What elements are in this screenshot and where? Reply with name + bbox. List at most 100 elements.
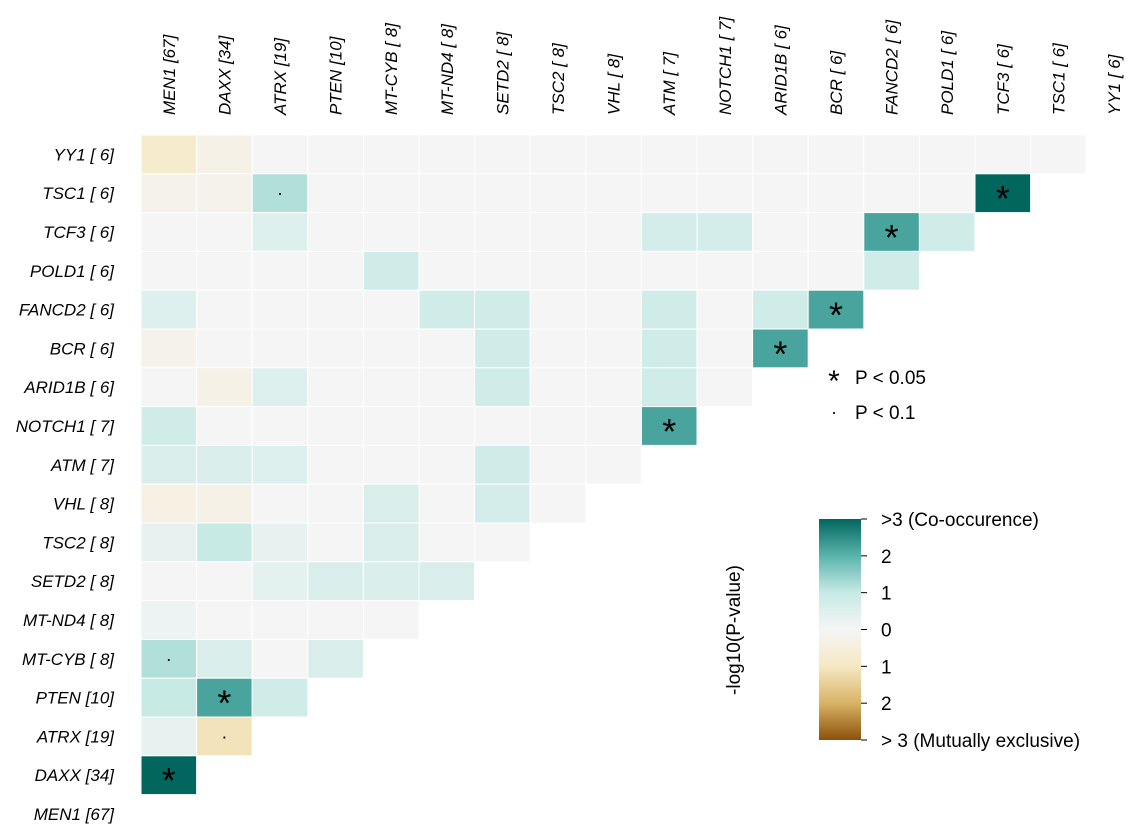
column-label: FANCD2 [ 6] bbox=[883, 19, 902, 115]
heatmap-cell bbox=[752, 173, 809, 214]
heatmap-cell bbox=[140, 289, 198, 330]
heatmap-cell bbox=[418, 134, 476, 175]
column-label: POLD1 [ 6] bbox=[938, 30, 957, 115]
heatmap-cell bbox=[585, 328, 642, 369]
heatmap-cell bbox=[362, 134, 420, 175]
row-label: SETD2 [ 8] bbox=[31, 572, 115, 591]
legend-dot-symbol: · bbox=[831, 402, 837, 422]
heatmap-cell bbox=[307, 406, 364, 446]
heatmap-cell bbox=[362, 328, 420, 369]
heatmap-cell bbox=[696, 212, 754, 252]
heatmap-cell bbox=[307, 212, 364, 252]
heatmap-cell bbox=[251, 134, 309, 175]
heatmap-cell bbox=[251, 677, 309, 718]
heatmap-cell bbox=[752, 212, 809, 252]
heatmap-cell bbox=[140, 677, 198, 718]
heatmap-cell bbox=[529, 250, 587, 291]
heatmap-cell bbox=[529, 289, 587, 330]
heatmap-cell bbox=[251, 367, 309, 408]
heatmap-cell bbox=[640, 134, 698, 175]
colorbar: >3 (Co-occurence) 2 1 0 1 2 > 3 (Mutually excl… bbox=[724, 510, 1080, 752]
heatmap-cell bbox=[863, 134, 920, 175]
heatmap-cell bbox=[474, 444, 531, 485]
heatmap-cell bbox=[863, 173, 920, 214]
heatmap-cell bbox=[196, 367, 253, 408]
heatmap-cell bbox=[140, 444, 198, 485]
significance-star: * bbox=[996, 178, 1010, 219]
heatmap-cell bbox=[474, 250, 531, 291]
heatmap-cell bbox=[307, 328, 364, 369]
row-label: PTEN [10] bbox=[36, 689, 116, 708]
heatmap-cell bbox=[251, 600, 309, 640]
column-label: TSC2 [ 8] bbox=[549, 42, 568, 115]
heatmap-cell bbox=[196, 444, 253, 485]
heatmap-cell bbox=[418, 212, 476, 252]
heatmap-cell bbox=[196, 483, 253, 524]
heatmap-cell bbox=[362, 367, 420, 408]
row-label: DAXX [34] bbox=[35, 766, 116, 785]
heatmap-cell bbox=[140, 600, 198, 640]
colorbar-tick-label: 2 bbox=[881, 694, 892, 715]
significance-dot: · bbox=[277, 183, 283, 203]
row-labels: YY1 [ 6] TSC1 [ 6] TCF3 [ 6] POLD1 [ 6] FANC… bbox=[16, 145, 116, 824]
heatmap-cell bbox=[362, 250, 420, 291]
heatmap-cell bbox=[752, 289, 809, 330]
heatmap-cell bbox=[529, 212, 587, 252]
heatmap-cell bbox=[529, 173, 587, 214]
heatmap-cell bbox=[640, 250, 698, 291]
significance-legend: * P < 0.05 · P < 0.1 bbox=[828, 365, 926, 424]
heatmap-cell bbox=[307, 250, 364, 291]
heatmap-cell bbox=[418, 289, 476, 330]
significance-star: * bbox=[662, 411, 676, 452]
heatmap-cell bbox=[1030, 134, 1087, 175]
column-label: NOTCH1 [ 7] bbox=[716, 15, 735, 115]
heatmap-cell bbox=[251, 289, 309, 330]
heatmap-cell bbox=[807, 134, 865, 175]
heatmap-cell bbox=[196, 561, 253, 602]
heatmap-cell bbox=[807, 289, 865, 330]
row-label: MT-ND4 [ 8] bbox=[23, 611, 115, 630]
heatmap-cell bbox=[529, 367, 587, 408]
heatmap-cell bbox=[140, 250, 198, 291]
heatmap-cell bbox=[307, 483, 364, 524]
column-label: PTEN [10] bbox=[327, 35, 346, 115]
row-label: YY1 [ 6] bbox=[54, 145, 116, 164]
heatmap-cell bbox=[752, 250, 809, 291]
heatmap-cell bbox=[307, 289, 364, 330]
column-label: SETD2 [ 8] bbox=[493, 31, 512, 115]
heatmap-cell bbox=[307, 134, 364, 175]
heatmap-cell bbox=[196, 289, 253, 330]
colorbar-gradient bbox=[819, 519, 861, 740]
row-label: BCR [ 6] bbox=[50, 339, 116, 358]
heatmap-cell bbox=[640, 173, 698, 214]
heatmap-cell bbox=[474, 289, 531, 330]
heatmap-cell bbox=[307, 522, 364, 563]
heatmap-cell bbox=[974, 134, 1032, 175]
heatmap-cell bbox=[251, 522, 309, 563]
legend-star-label: P < 0.05 bbox=[855, 368, 926, 389]
column-label: ATRX [19] bbox=[271, 37, 290, 116]
heatmap-cell bbox=[196, 522, 253, 563]
heatmap-cell bbox=[307, 600, 364, 640]
heatmap-cell bbox=[251, 212, 309, 252]
heatmap-cell bbox=[196, 600, 253, 640]
heatmap-cell bbox=[362, 522, 420, 563]
heatmap-cell bbox=[640, 367, 698, 408]
heatmap-cell bbox=[307, 638, 364, 679]
row-label: FANCD2 [ 6] bbox=[19, 301, 115, 320]
heatmap-cell bbox=[362, 483, 420, 524]
heatmap-cell bbox=[585, 134, 642, 175]
column-label: TSC1 [ 6] bbox=[1049, 42, 1068, 115]
heatmap-cell bbox=[140, 522, 198, 563]
colorbar-tick-label: >3 (Co-occurence) bbox=[881, 510, 1039, 531]
column-label: TCF3 [ 6] bbox=[994, 43, 1013, 115]
heatmap-cell bbox=[585, 173, 642, 214]
heatmap-cell bbox=[140, 367, 198, 408]
heatmap-cell bbox=[474, 212, 531, 252]
heatmap-cell bbox=[640, 328, 698, 369]
heatmap-cell bbox=[418, 444, 476, 485]
heatmap-cell bbox=[140, 483, 198, 524]
heatmap-cell bbox=[251, 250, 309, 291]
heatmap-cell bbox=[251, 328, 309, 369]
